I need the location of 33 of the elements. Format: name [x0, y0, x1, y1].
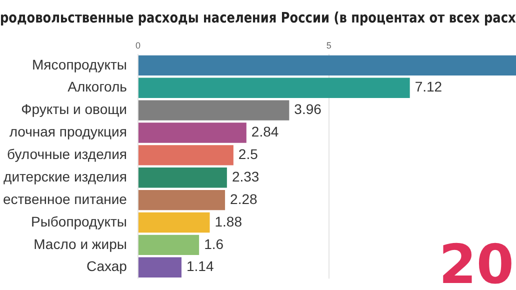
data-label: 2.28	[230, 190, 258, 207]
bar	[138, 234, 200, 256]
y-tick-label: Сахар	[86, 258, 128, 274]
y-tick-label: Рыбопродукты	[30, 213, 127, 230]
bar	[138, 168, 227, 188]
data-label: 2.33	[232, 168, 260, 184]
bar	[138, 55, 516, 76]
data-label: 1.14	[186, 258, 214, 274]
bar	[138, 212, 210, 233]
y-tick-label: дитерские изделия	[4, 168, 127, 184]
data-label: 1.6	[204, 236, 224, 252]
bar	[138, 145, 234, 166]
y-tick-label: Фрукты и овощи	[21, 101, 127, 118]
bar	[138, 78, 410, 98]
data-label: 2.84	[251, 124, 279, 140]
x-tick-label: 5	[326, 40, 332, 50]
x-tick-label: 0	[135, 40, 140, 50]
y-tick-label: лочная продукция	[9, 124, 127, 140]
bar	[138, 100, 290, 120]
chart-title: родовольственные расходы населения России (в процентах от всех расх	[0, 10, 516, 27]
annotation: 20	[438, 233, 514, 290]
bar	[138, 122, 246, 143]
bar	[138, 257, 182, 278]
y-tick-label: Масло и жиры	[34, 236, 127, 252]
y-tick-label: Алкоголь	[68, 78, 127, 95]
bar	[138, 190, 226, 210]
data-label: 7.12	[414, 78, 442, 95]
data-label: 2.5	[238, 146, 258, 162]
y-tick-label: булочные изделия	[7, 146, 127, 162]
y-tick-label: ественное питание	[2, 190, 128, 207]
data-label: 3.96	[294, 101, 322, 118]
data-label: 1.88	[214, 213, 242, 230]
y-tick-label: Мясопродукты	[32, 56, 127, 72]
